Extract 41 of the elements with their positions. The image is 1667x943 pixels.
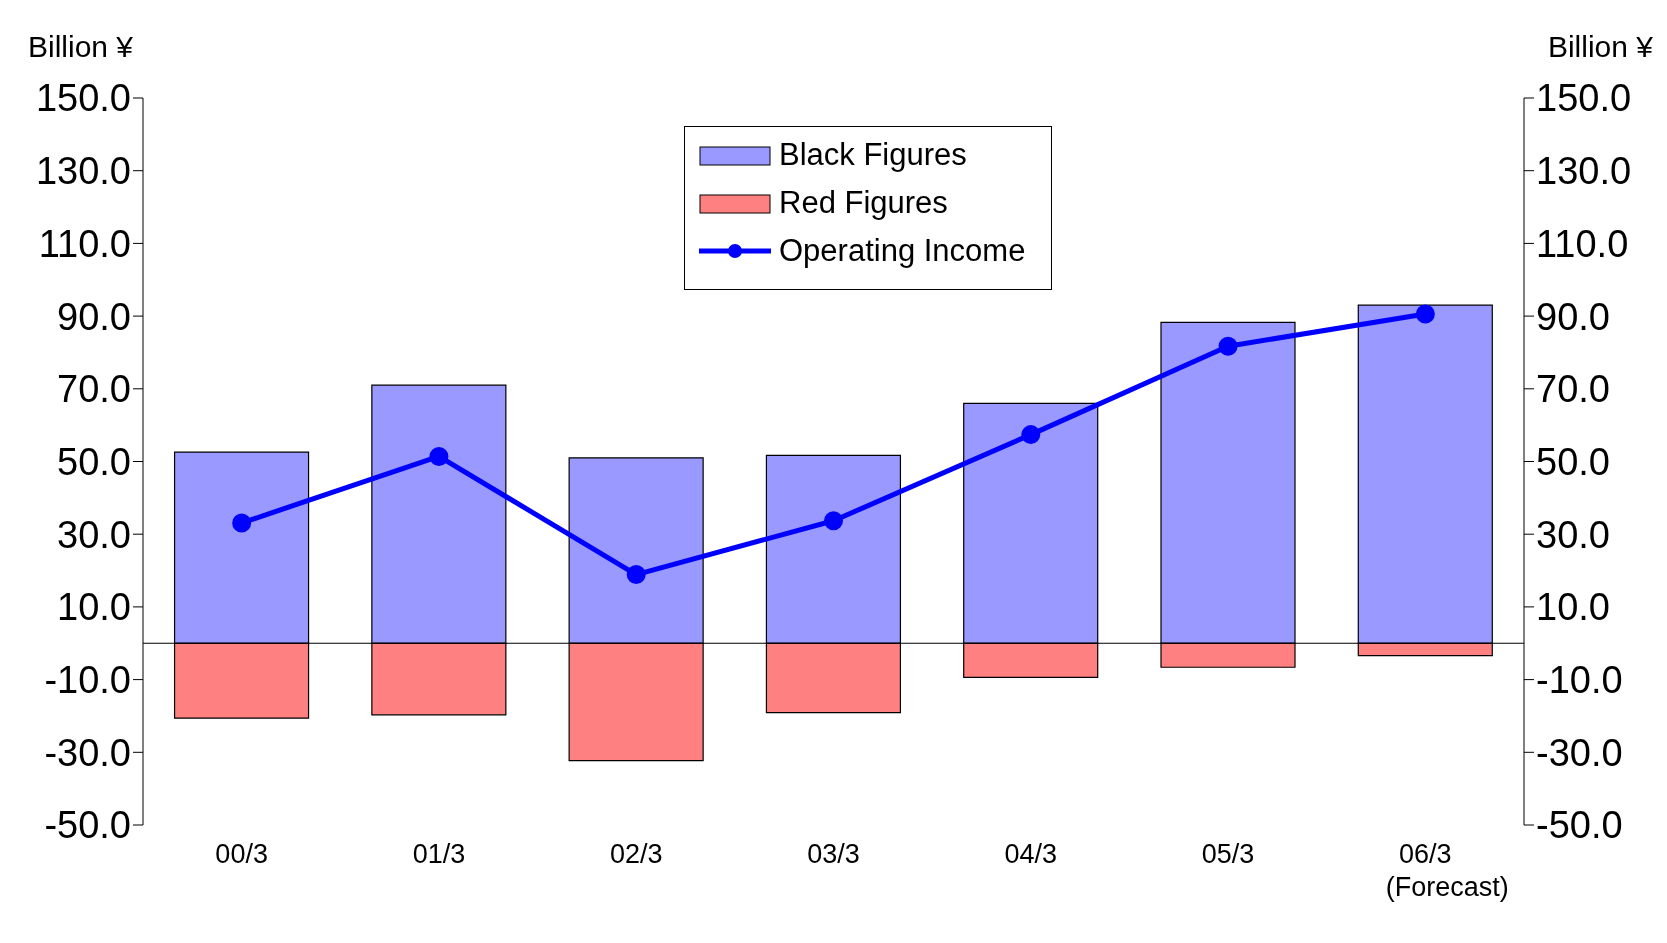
- x-tick-label: 06/3 (Forecast): [1385, 839, 1509, 902]
- y2-axis-title: Billion ¥: [1547, 30, 1653, 64]
- x-tick-label: 00/3: [215, 839, 268, 869]
- y2-tick-label: -30.0: [1536, 731, 1623, 774]
- point: [429, 446, 449, 466]
- y2-tick-label: -50.0: [1536, 804, 1623, 847]
- x-tick-label: 03/3: [807, 839, 860, 869]
- x-tick-label: 04/3: [1004, 839, 1058, 869]
- point: [232, 513, 252, 533]
- y2-tick-label: 50.0: [1536, 440, 1610, 483]
- y-tick-label: 110.0: [38, 222, 131, 265]
- x-tick-label: 01/3: [412, 839, 466, 869]
- point: [626, 565, 646, 585]
- y-tick-label: 70.0: [57, 368, 131, 411]
- y-tick-label: 130.0: [35, 150, 131, 193]
- y2-tick-label: 70.0: [1536, 368, 1610, 411]
- y-tick-label: 90.0: [57, 295, 131, 338]
- y-tick-label: -10.0: [44, 659, 131, 702]
- y2-tick-label: -10.0: [1536, 659, 1623, 702]
- y-tick-label: -30.0: [44, 731, 131, 774]
- y2-tick-label: 110.0: [1536, 222, 1629, 265]
- y-tick-label: -50.0: [44, 804, 131, 847]
- y-axis-title: Billion ¥: [28, 30, 134, 64]
- x-tick-label: 02/3: [609, 839, 663, 869]
- legend-label: Red Figures: [779, 185, 948, 221]
- point: [1021, 425, 1041, 445]
- y-tick-label: 10.0: [57, 586, 131, 629]
- y2-tick-label: 10.0: [1536, 586, 1610, 629]
- y-tick-label: 30.0: [57, 513, 131, 556]
- legend-label: Operating Income: [779, 233, 1026, 269]
- x-tick-label: 05/3: [1201, 839, 1255, 869]
- point: [1218, 336, 1238, 356]
- y-tick-label: 150.0: [35, 77, 131, 120]
- point: [1415, 304, 1435, 324]
- y2-tick-label: 30.0: [1536, 513, 1610, 556]
- y2-tick-label: 150.0: [1536, 77, 1632, 120]
- y-tick-label: 50.0: [57, 440, 131, 483]
- point: [824, 511, 843, 531]
- legend-label: Black Figures: [779, 137, 967, 173]
- y2-tick-label: 90.0: [1536, 295, 1610, 338]
- y2-tick-label: 130.0: [1536, 150, 1632, 193]
